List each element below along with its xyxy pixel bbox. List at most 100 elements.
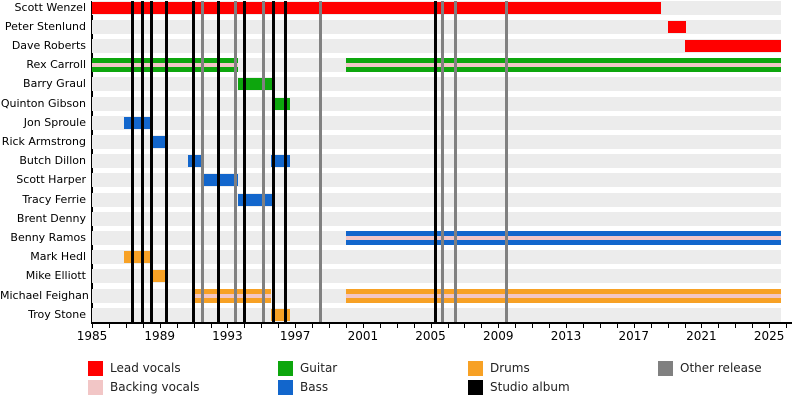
year-label: 2025	[753, 329, 785, 343]
member-bar	[345, 288, 781, 303]
member-label: Michael Feighan	[0, 288, 89, 302]
year-label: 2009	[483, 329, 514, 343]
year-label: 2021	[686, 329, 717, 343]
member-label: Quinton Gibson	[0, 96, 86, 110]
other-release-line	[440, 1, 444, 322]
axis-tick	[278, 324, 280, 328]
studio-album-line	[284, 1, 288, 322]
axis-tick	[413, 324, 415, 328]
axis-tick	[650, 324, 652, 328]
axis-tick	[159, 324, 161, 328]
axis-tick	[599, 324, 601, 328]
axis-tick	[108, 324, 110, 328]
studio-album-line	[131, 1, 135, 322]
other-release-line	[262, 1, 266, 322]
axis-tick	[345, 324, 347, 328]
legend-swatch-bass	[278, 380, 293, 395]
member-bar	[684, 39, 781, 52]
axis-tick	[718, 324, 720, 328]
axis-tick	[210, 324, 212, 328]
studio-album-line	[164, 1, 168, 322]
legend-label: Guitar	[300, 361, 338, 375]
axis-tick	[244, 324, 246, 328]
other-release-line	[319, 1, 323, 322]
member-label: Dave Roberts	[11, 38, 86, 52]
year-label: 1985	[76, 329, 108, 343]
member-bar	[193, 288, 272, 303]
member-label: Butch Dillon	[19, 154, 86, 168]
axis-tick	[92, 324, 93, 328]
year-label: 1993	[212, 329, 243, 343]
axis-tick	[227, 324, 229, 328]
member-label: Tracy Ferrie	[22, 192, 86, 206]
legend-swatch-drums	[468, 361, 483, 376]
axis-tick	[261, 324, 263, 328]
studio-album-line	[242, 1, 246, 322]
axis-tick	[142, 324, 144, 328]
axis-tick	[532, 324, 534, 328]
member-bar	[345, 230, 781, 245]
legend-label: Other release	[680, 361, 762, 375]
axis-tick	[752, 324, 754, 328]
year-label: 2005	[415, 329, 446, 343]
axis-tick	[701, 324, 703, 328]
member-bar	[273, 97, 291, 110]
studio-album-line	[149, 1, 153, 322]
axis-tick	[684, 324, 686, 328]
x-axis-line	[91, 322, 792, 324]
plot-area	[92, 0, 781, 322]
axis-tick	[498, 324, 500, 328]
axis-tick	[447, 324, 449, 328]
member-label: Scott Wenzel	[14, 0, 86, 14]
legend-swatch-lead-vocals	[88, 361, 103, 376]
member-label: Jon Sproule	[23, 115, 86, 129]
legend-label: Backing vocals	[110, 380, 200, 394]
axis-tick	[667, 324, 669, 328]
axis-tick	[193, 324, 195, 328]
axis-tick	[312, 324, 314, 328]
member-bar	[92, 1, 661, 14]
legend-label: Drums	[490, 361, 530, 375]
member-label: Scott Harper	[16, 173, 86, 187]
studio-album-line	[216, 1, 220, 322]
member-label: Peter Stenlund	[4, 19, 86, 33]
member-bar	[345, 58, 781, 73]
other-release-line	[200, 1, 204, 322]
member-label: Rick Armstrong	[1, 134, 86, 148]
legend-swatch-guitar	[278, 361, 293, 376]
member-bar	[202, 174, 238, 187]
year-label: 2001	[347, 329, 379, 343]
year-label: 1989	[144, 329, 175, 343]
legend-swatch-studio-album	[468, 380, 483, 395]
member-bar	[151, 270, 169, 283]
legend-swatch-other-release	[658, 361, 673, 376]
axis-tick	[515, 324, 517, 328]
member-label: Benny Ramos	[10, 230, 86, 244]
axis-tick	[379, 324, 381, 328]
axis-tick	[616, 324, 618, 328]
axis-tick	[582, 324, 584, 328]
member-label: Troy Stone	[28, 307, 86, 321]
legend-label: Bass	[300, 380, 329, 394]
legend-label: Lead vocals	[110, 361, 181, 375]
other-release-line	[234, 1, 238, 322]
member-label: Brent Denny	[16, 211, 86, 225]
axis-tick	[769, 324, 771, 328]
axis-tick	[633, 324, 635, 328]
legend-label: Studio album	[490, 380, 570, 394]
studio-album-line	[272, 1, 276, 322]
axis-tick	[464, 324, 466, 328]
axis-tick	[735, 324, 737, 328]
axis-tick	[481, 324, 483, 328]
axis-tick	[396, 324, 398, 328]
axis-tick	[329, 324, 330, 328]
member-bar	[149, 135, 167, 148]
axis-tick	[176, 324, 178, 328]
studio-album-line	[434, 1, 438, 322]
member-bar	[124, 251, 150, 264]
axis-tick	[295, 324, 297, 328]
member-label: Mark Hedl	[30, 250, 86, 264]
other-release-line	[505, 1, 509, 322]
axis-tick	[549, 324, 551, 328]
